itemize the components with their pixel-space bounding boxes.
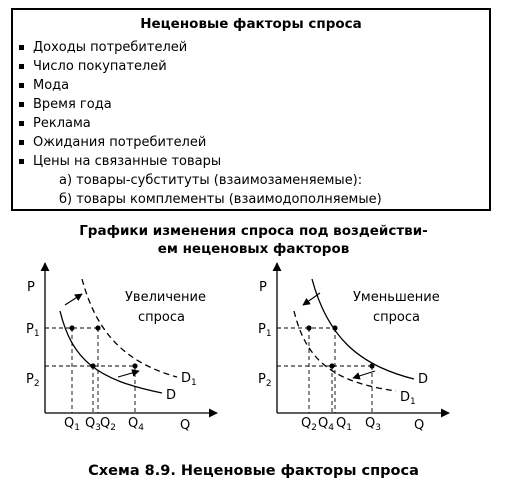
q-tick-label: Q1 [336,416,352,433]
point-p2-q3 [369,363,375,369]
p2-label: P2 [258,372,272,389]
charts-title-line-1: Графики изменения спроса под воздействи- [79,223,428,239]
factor-subitem-substitutes: а) товары-субституты (взаимозаменяемые): [59,173,363,188]
factor-item: Ожидания потребителей [19,133,382,152]
q-tick-label: Q3 [365,416,381,433]
demand-curve-d [311,278,415,380]
graph-description-line-1: Уменьшение [353,290,440,305]
curve-d-label: D [166,388,176,403]
factor-subitem-complements: б) товары комплементы (взаимодополняемые… [59,192,382,207]
factor-item: Цены на связанные товары [19,152,382,171]
factor-label: Мода [33,78,70,93]
point-p2-q3 [90,363,96,369]
point-p1-q2 [306,325,312,331]
q-tick-label: Q4 [128,416,144,433]
x-axis-label: Q [414,418,424,433]
shift-arrow-lower [352,370,376,380]
p2-label: P2 [26,372,40,389]
demand-curve-d1 [81,278,178,378]
x-axis-label: Q [180,418,190,433]
q-tick-label: Q2 [301,416,317,433]
factor-item: Реклама [19,114,382,133]
q-tick-label: Q2 [100,416,116,433]
q-tick-label: Q1 [64,416,80,433]
factors-box: Неценовые факторы спроса Доходы потребит… [11,8,491,211]
graph-description-line-2: спроса [138,310,185,325]
y-axis-label: P [27,280,35,295]
bullet-icon [19,159,24,164]
shift-arrow-upper [64,293,83,306]
factor-label: Цены на связанные товары [33,154,222,169]
charts-title-line-2: ем неценовых факторов [157,241,350,257]
factor-item: Время года [19,95,382,114]
factor-item: Доходы потребителей [19,38,382,57]
point-p1-q2 [95,325,101,331]
charts-title: Графики изменения спроса под воздействи-… [0,222,507,258]
bullet-icon [19,64,24,69]
factor-label: Доходы потребителей [33,40,188,55]
bullet-icon [19,83,24,88]
factors-list: Доходы потребителей Число покупателей Мо… [19,38,382,209]
shift-arrow-upper [302,292,321,306]
point-p2-q4 [329,363,335,369]
point-p1-q1 [332,325,338,331]
guide-lines [277,327,373,413]
p1-label: P1 [258,322,272,339]
figure-caption: Схема 8.9. Неценовые факторы спроса [88,463,419,479]
curve-d-label: D [418,372,428,387]
bullet-icon [19,121,24,126]
point-p2-q4 [132,363,138,369]
bullet-icon [19,102,24,107]
curve-d1-label: D1 [181,371,197,388]
factors-title: Неценовые факторы спроса [140,16,362,32]
bullet-icon [19,140,24,145]
increase-demand-graph: P Q P1 P2 D D1 Q1 Q3 Q2 Q4 Увеличение сп… [26,262,218,433]
bullet-icon [19,45,24,50]
guide-lines [45,327,136,413]
q-tick-label: Q4 [318,416,334,433]
factor-label: Число покупателей [33,59,167,74]
q-tick-label: Q3 [85,416,101,433]
p1-label: P1 [26,322,40,339]
demand-curve-d1 [293,310,397,392]
graph-description-line-2: спроса [373,310,420,325]
y-axis-label: P [259,280,267,295]
factor-item: Число покупателей [19,57,382,76]
factor-label: Реклама [33,116,91,131]
decrease-demand-graph: P Q P1 P2 D D1 Q2 Q4 Q1 Q3 Уменьшение сп… [258,262,450,433]
point-p1-q1 [69,325,75,331]
factor-label: Время года [33,97,112,112]
factor-label: Ожидания потребителей [33,135,207,150]
curve-d1-label: D1 [400,390,416,407]
shift-arrow-lower [117,369,140,378]
factor-item: Мода [19,76,382,95]
graph-description-line-1: Увеличение [125,290,206,305]
